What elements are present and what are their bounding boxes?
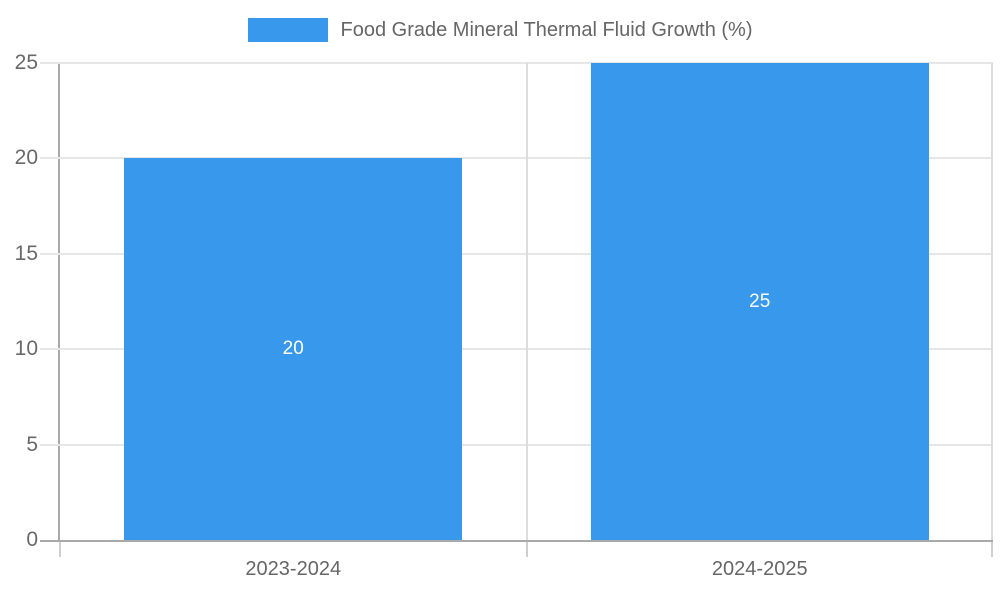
legend-swatch-icon [247,18,328,42]
y-tick-label: 0 [26,528,38,551]
bar-2023-2024: 20 [124,158,463,540]
x-category-label: 2024-2025 [711,558,808,580]
y-tick-label: 10 [14,337,38,361]
chart-legend: Food Grade Mineral Thermal Fluid Growth … [0,18,1000,42]
y-tick-label: 20 [14,146,38,170]
y-tick-mark [40,62,60,64]
y-tick-mark [40,348,60,351]
x-tick-mark [991,542,993,557]
x-category-label: 2023-2024 [245,558,342,580]
x-tick-mark [525,542,528,557]
category-separator [525,63,528,540]
x-axis-line [40,540,993,542]
bar-2024-2025: 25 [590,63,929,540]
y-axis-line [58,63,60,542]
x-tick-mark [59,542,61,557]
y-tick-mark [40,443,60,446]
y-tick-mark [40,252,60,255]
plot-area: 0 5 10 15 20 25 20 2023-2024 25 2024-2025 [15,51,993,580]
legend-label: Food Grade Mineral Thermal Fluid Growth … [340,19,753,41]
legend-item[interactable]: Food Grade Mineral Thermal Fluid Growth … [247,18,753,42]
y-tick-label: 25 [14,51,38,74]
bar-value-label: 20 [282,338,304,360]
category-separator [991,63,993,540]
y-tick-label: 15 [14,241,38,265]
y-tick-mark [40,157,60,160]
bar-value-label: 25 [749,290,771,312]
y-tick-label: 5 [26,432,38,456]
